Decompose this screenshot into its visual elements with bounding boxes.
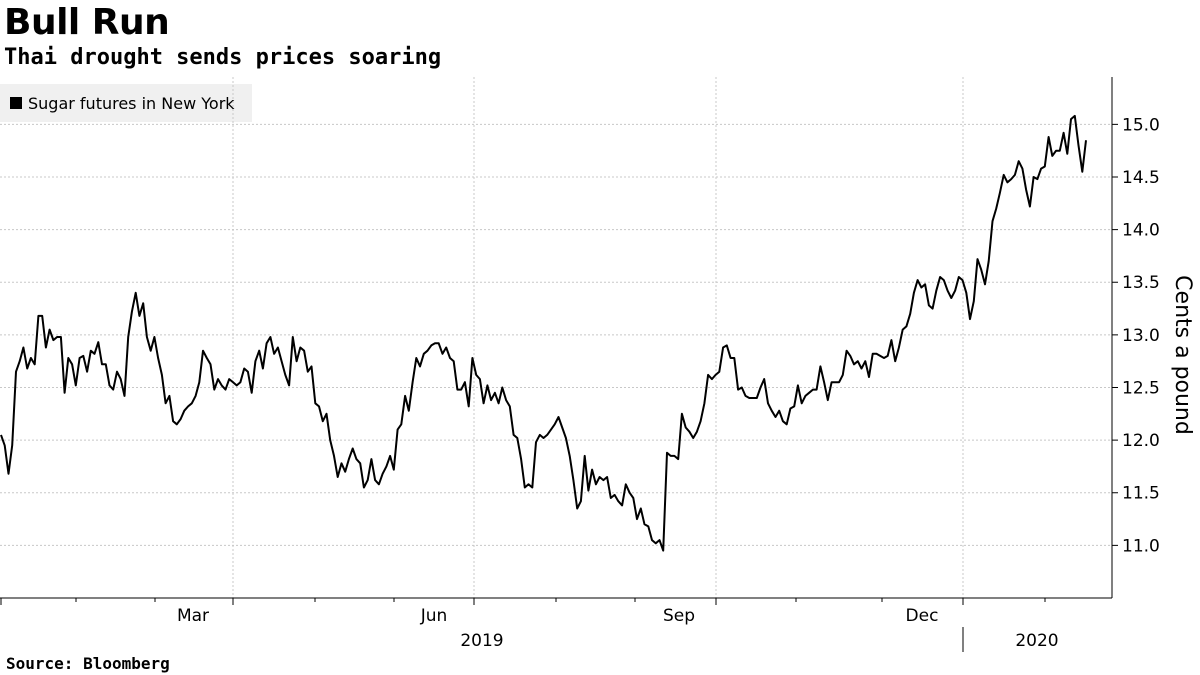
legend-label: Sugar futures in New York: [28, 93, 235, 113]
y-axis-label: Cents a pound: [1170, 275, 1195, 435]
x-month-label: Dec: [906, 606, 939, 626]
y-tick-label: 15.0: [1122, 115, 1160, 135]
source-note: Source: Bloomberg: [6, 654, 170, 673]
y-tick-label: 12.0: [1122, 431, 1160, 451]
y-tick-label: 11.5: [1122, 484, 1160, 504]
chart-title: Bull Run: [4, 2, 170, 43]
legend: Sugar futures in New York: [0, 84, 252, 122]
y-tick-label: 13.5: [1122, 273, 1160, 293]
y-tick-label: 11.0: [1122, 536, 1160, 556]
x-month-label: Mar: [177, 606, 209, 626]
y-tick-labels: 11.0 11.5 12.0 12.5 13.0 13.5 14.0 14.5 15.0: [1122, 115, 1160, 556]
y-tick-label: 14.0: [1122, 221, 1160, 241]
axes: [0, 77, 1118, 652]
y-tick-label: 14.5: [1122, 168, 1160, 188]
legend-swatch: [10, 97, 22, 109]
horizontal-gridlines: [0, 123, 1112, 546]
x-month-label: Jun: [420, 606, 448, 626]
chart-subtitle: Thai drought sends prices soaring: [4, 45, 442, 70]
series-group: [0, 114, 1087, 552]
x-tick-labels: Mar Jun Sep Dec 2019 2020: [177, 606, 1059, 651]
y-tick-label: 13.0: [1122, 326, 1160, 346]
x-month-label: Sep: [663, 606, 695, 626]
x-year-label: 2019: [460, 631, 503, 651]
y-tick-label: 12.5: [1122, 378, 1160, 398]
vertical-gridlines: [232, 77, 964, 598]
series-line: [0, 114, 1087, 552]
x-year-label: 2020: [1015, 631, 1058, 651]
